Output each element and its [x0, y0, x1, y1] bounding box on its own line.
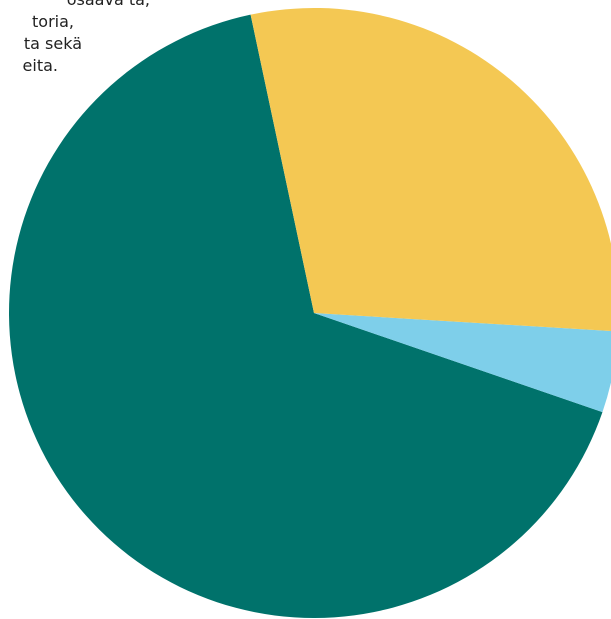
pie-slices	[9, 8, 611, 618]
caption-line: eita.	[22, 56, 58, 75]
caption-text: osaava ta, toria, ta sekä eita.	[0, 0, 150, 77]
caption-line: toria,	[32, 12, 74, 31]
caption-line: ta sekä	[23, 34, 82, 53]
caption-line: osaava ta,	[0, 0, 150, 11]
pie-slice-3	[250, 8, 611, 332]
pie-slice-2	[314, 313, 611, 413]
pie-slice-1	[9, 14, 603, 618]
